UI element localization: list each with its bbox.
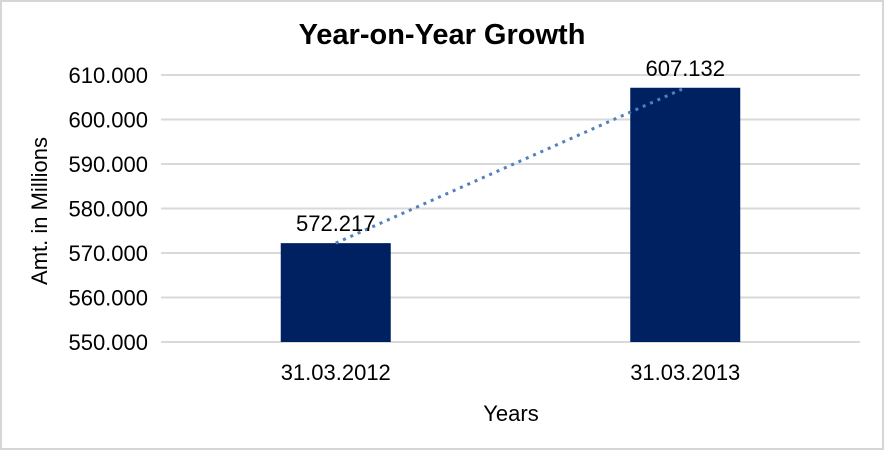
y-tick-label: 550.000 — [68, 330, 148, 355]
y-tick-label: 560.000 — [68, 286, 148, 311]
x-category-label: 31.03.2013 — [630, 360, 740, 385]
y-tick-label: 610.000 — [68, 63, 148, 88]
bar-value-label: 572.217 — [296, 211, 376, 236]
bar — [280, 243, 391, 342]
chart-title: Year-on-Year Growth — [298, 19, 586, 51]
y-tick-label: 600.000 — [68, 108, 148, 133]
y-tick-label: 570.000 — [68, 241, 148, 266]
y-tick-label: 580.000 — [68, 197, 148, 222]
x-axis-title: Years — [483, 401, 539, 426]
bar-value-label: 607.132 — [645, 56, 725, 81]
x-category-label: 31.03.2012 — [281, 360, 391, 385]
bar — [630, 87, 741, 342]
y-tick-label: 590.000 — [68, 152, 148, 177]
